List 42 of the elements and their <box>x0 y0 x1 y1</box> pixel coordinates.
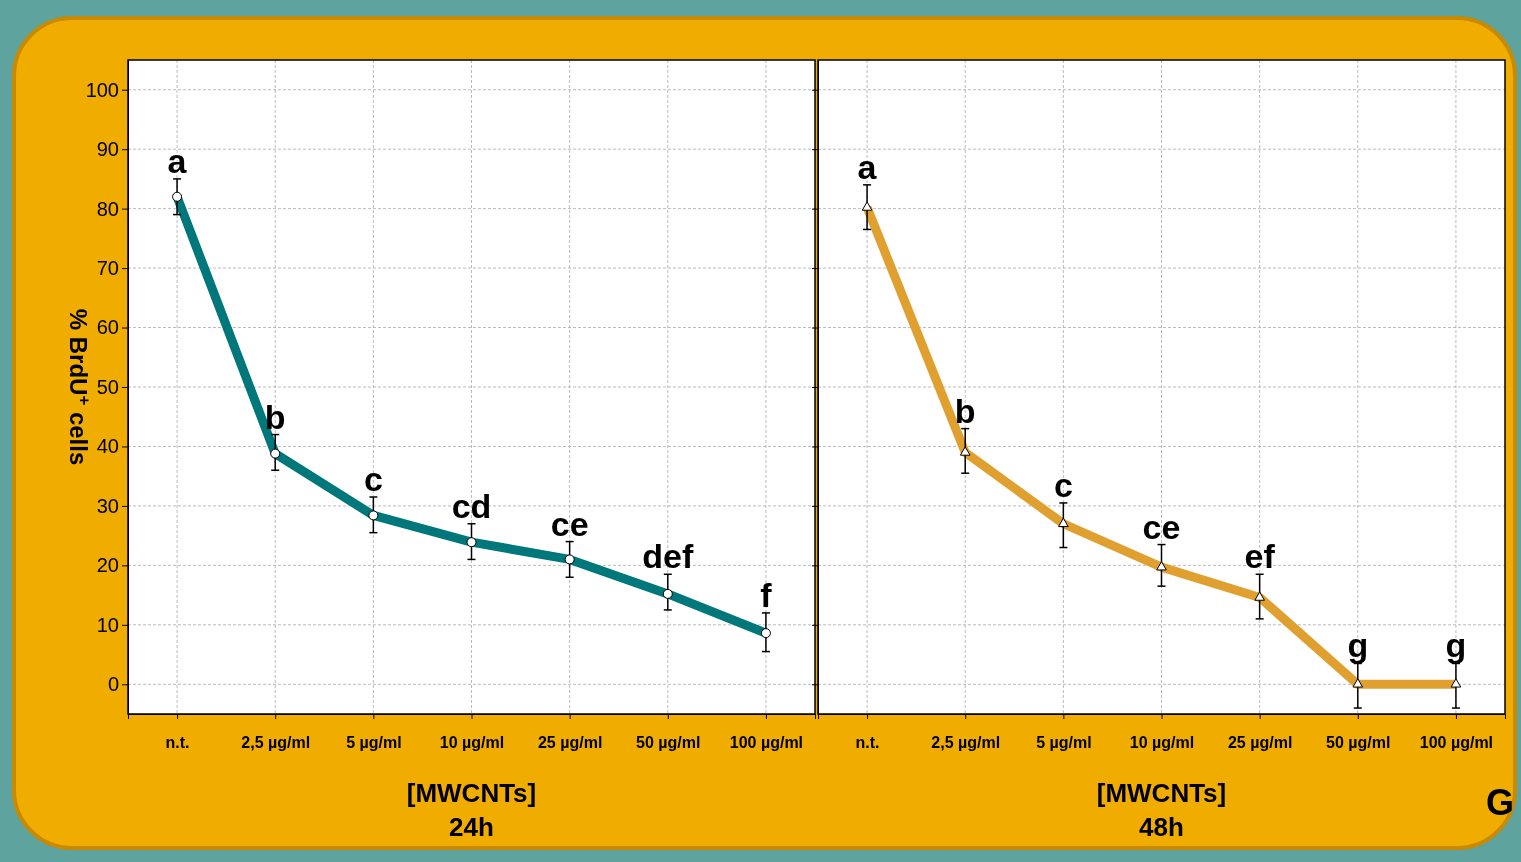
annotation: ce <box>550 504 589 543</box>
x-tick-label: n.t. <box>165 733 190 751</box>
x-tick-label: 100 µg/ml <box>729 733 804 751</box>
y-tick-label: 40 <box>96 435 119 458</box>
annotation: a <box>857 147 878 186</box>
y-tick-label: 60 <box>96 316 119 339</box>
y-tick-label: 0 <box>107 673 119 696</box>
annotation: f <box>760 575 773 614</box>
y-tick-label: 100 <box>85 78 119 101</box>
x-axis-title: [MWCNTs] 24h <box>406 778 537 842</box>
x-tick-label: 50 µg/ml <box>636 733 701 751</box>
x-tick-label: 10 µg/ml <box>439 733 505 751</box>
annotation: cd <box>451 486 492 525</box>
annotation: c <box>1053 465 1073 504</box>
x-axis-title: [MWCNTs] 48h <box>1096 778 1227 842</box>
annotation: ef <box>1244 537 1276 576</box>
y-tick-label: 90 <box>96 138 119 161</box>
x-tick-label: 2,5 µg/ml <box>931 733 1001 751</box>
x-tick-label: 100 µg/ml <box>1419 733 1494 751</box>
annotation: g <box>1445 626 1467 665</box>
x-tick-label: n.t. <box>855 733 880 751</box>
x-tick-label: 25 µg/ml <box>1227 733 1293 751</box>
x-tick-label: 50 µg/ml <box>1326 733 1391 751</box>
x-tick-label: 25 µg/ml <box>537 733 603 751</box>
annotation: ce <box>1142 507 1181 546</box>
x-tick-label: 5 µg/ml <box>1036 733 1092 751</box>
annotation: g <box>1347 626 1369 665</box>
y-tick-label: 10 <box>96 613 119 636</box>
y-tick-label: 50 <box>96 375 119 398</box>
x-tick-label: 5 µg/ml <box>346 733 402 751</box>
y-tick-label: 20 <box>96 554 119 577</box>
annotation: def <box>642 537 694 576</box>
annotation: b <box>264 397 286 436</box>
text: G <box>1485 782 1515 823</box>
y-tick-label: 80 <box>96 197 119 220</box>
y-tick-label: 70 <box>96 256 119 279</box>
annotation: a <box>167 141 188 180</box>
annotation: c <box>363 459 383 498</box>
annotation: b <box>954 391 976 430</box>
x-tick-label: 2,5 µg/ml <box>241 733 311 751</box>
y-tick-label: 30 <box>96 494 119 517</box>
x-tick-label: 10 µg/ml <box>1129 733 1195 751</box>
